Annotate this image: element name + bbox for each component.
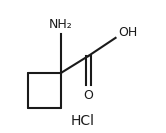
Text: HCl: HCl (71, 114, 95, 128)
Text: OH: OH (118, 26, 137, 39)
Text: NH₂: NH₂ (49, 18, 73, 31)
Text: O: O (83, 89, 93, 102)
